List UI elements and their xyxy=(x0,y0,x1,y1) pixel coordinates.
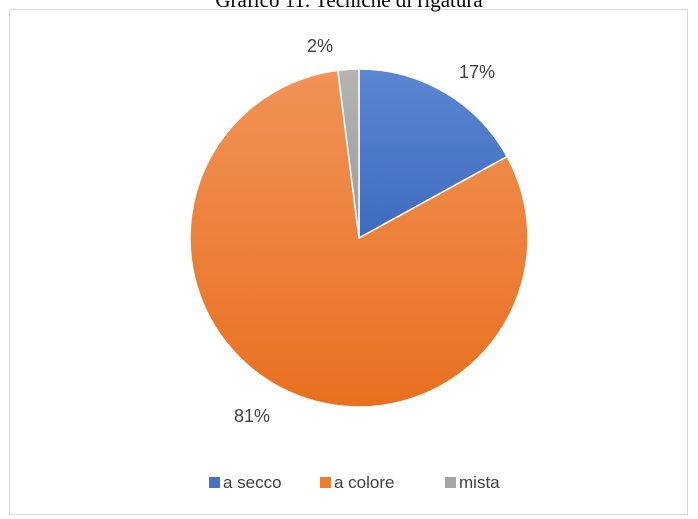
pie-slice-mista xyxy=(336,68,360,239)
pie-data-labels: 17% 81% 2% xyxy=(234,36,495,426)
legend-item-a-colore: a colore xyxy=(320,473,394,492)
legend-swatch xyxy=(320,477,331,488)
pie-slices xyxy=(189,68,529,408)
legend-swatch xyxy=(209,477,220,488)
legend-item-mista: mista xyxy=(445,473,500,492)
legend-item-a-secco: a secco xyxy=(209,473,282,492)
chart-title: Grafico 11. Tecniche di rigatura xyxy=(215,0,483,12)
chart-legend: a secco a colore mista xyxy=(209,473,500,492)
legend-label: a secco xyxy=(223,473,282,492)
data-label-a-colore: 81% xyxy=(234,406,270,426)
legend-swatch xyxy=(445,477,456,488)
legend-label: a colore xyxy=(334,473,394,492)
pie-slice-a-colore xyxy=(189,69,529,408)
data-label-a-secco: 17% xyxy=(459,62,495,82)
legend-label: mista xyxy=(459,473,500,492)
pie-slice-a-secco xyxy=(358,68,509,240)
data-label-mista: 2% xyxy=(307,36,333,56)
